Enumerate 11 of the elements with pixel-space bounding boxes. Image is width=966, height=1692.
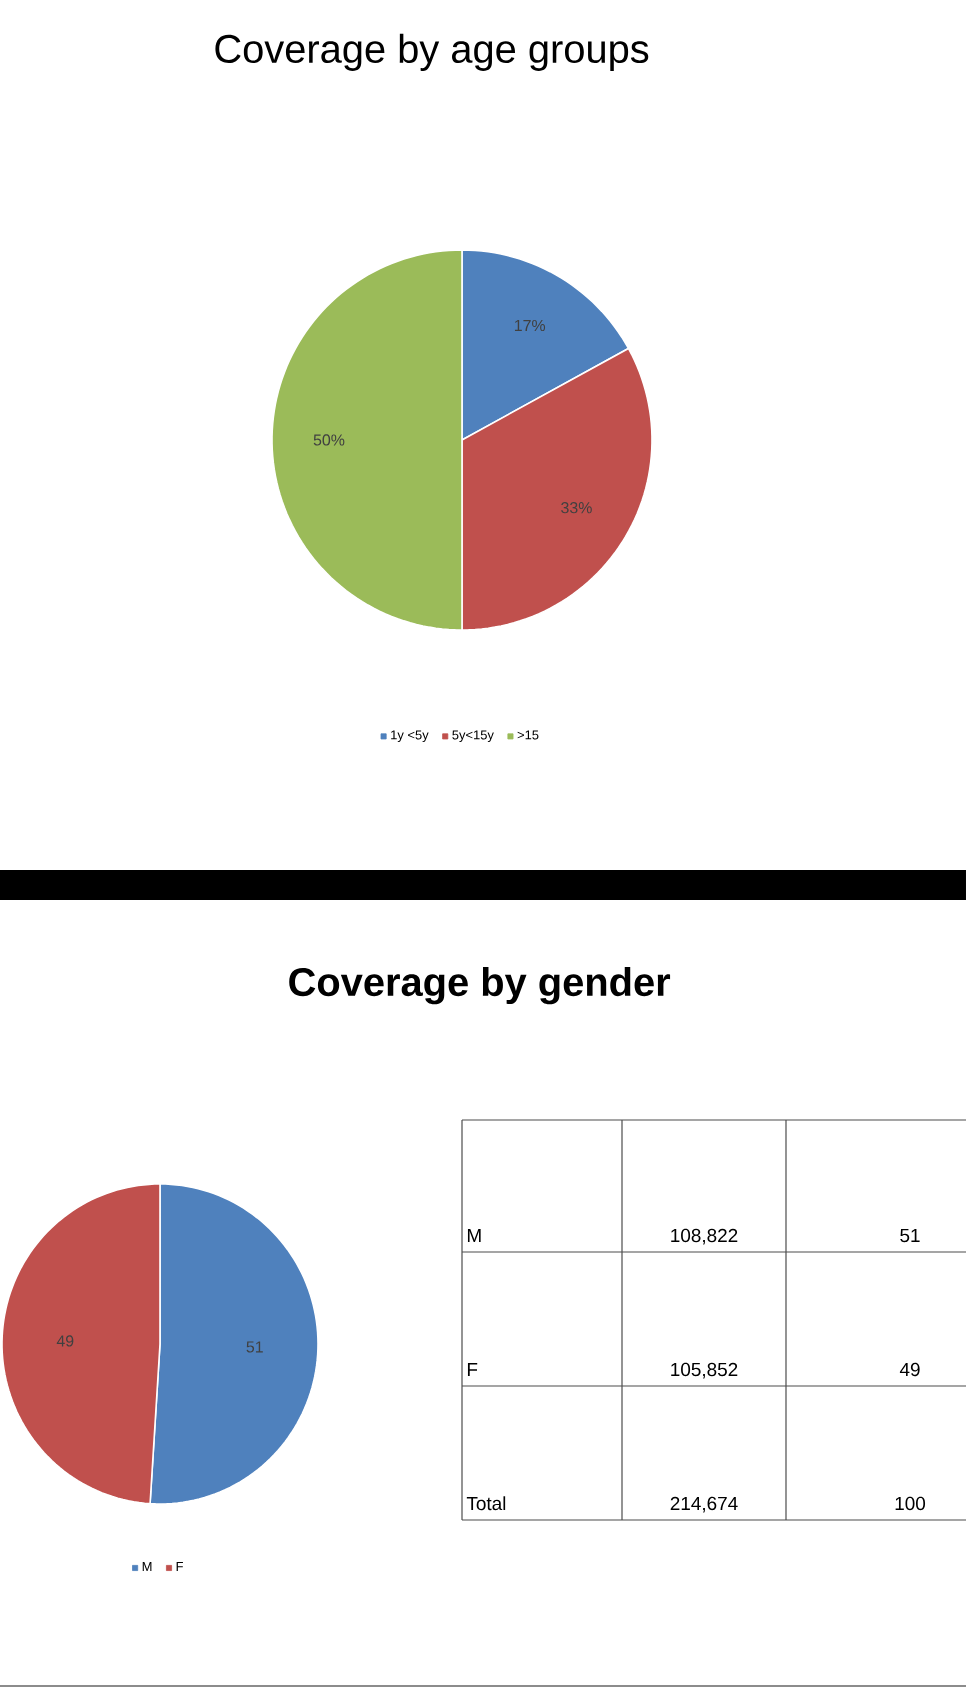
text: Total [466,1496,506,1511]
chart-title: Coverage by age groups [215,33,649,71]
text: 108,822 [671,1228,738,1245]
text: 105,852 [671,1362,738,1379]
text: 214,674 [670,1496,738,1513]
text: F [467,1362,478,1376]
text: 49 [899,1362,920,1377]
text: 51 [900,1228,920,1243]
text: Coverage by gender [289,966,671,1005]
text: M [467,1228,481,1242]
text: 100 [895,1496,926,1511]
